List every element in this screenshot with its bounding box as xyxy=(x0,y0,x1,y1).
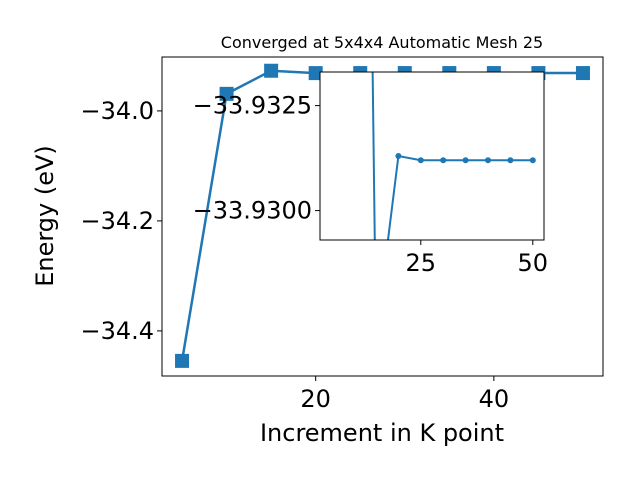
y-tick-label: −34.4 xyxy=(80,317,154,345)
x-tick-label: 25 xyxy=(406,249,437,277)
x-tick-label: 40 xyxy=(479,385,510,413)
x-tick-label: 50 xyxy=(518,249,549,277)
marker xyxy=(462,157,469,164)
marker xyxy=(440,157,447,164)
marker xyxy=(529,157,536,164)
plot-area xyxy=(320,72,544,240)
marker xyxy=(485,157,491,164)
marker xyxy=(395,153,402,159)
chart-title: Converged at 5x4x4 Automatic Mesh 25 xyxy=(221,33,543,52)
marker xyxy=(417,157,424,164)
marker xyxy=(264,63,279,78)
y-tick-label: −33.9300 xyxy=(193,197,312,225)
axes-frame xyxy=(319,71,545,241)
marker xyxy=(575,66,590,81)
y-tick-label: −33.9325 xyxy=(193,92,312,120)
y-tick-label: −34.2 xyxy=(80,207,154,235)
series-line xyxy=(371,72,533,240)
plot-clip xyxy=(371,72,536,240)
marker xyxy=(219,86,234,101)
axes-frame xyxy=(161,56,604,377)
x-tick-label: 20 xyxy=(300,385,331,413)
marker xyxy=(308,66,323,81)
x-axis-label: Increment in K point xyxy=(260,419,504,447)
marker xyxy=(175,353,190,368)
marker xyxy=(507,157,514,164)
y-tick-label: −34.0 xyxy=(80,97,154,125)
y-axis-label: Energy (eV) xyxy=(31,145,59,287)
